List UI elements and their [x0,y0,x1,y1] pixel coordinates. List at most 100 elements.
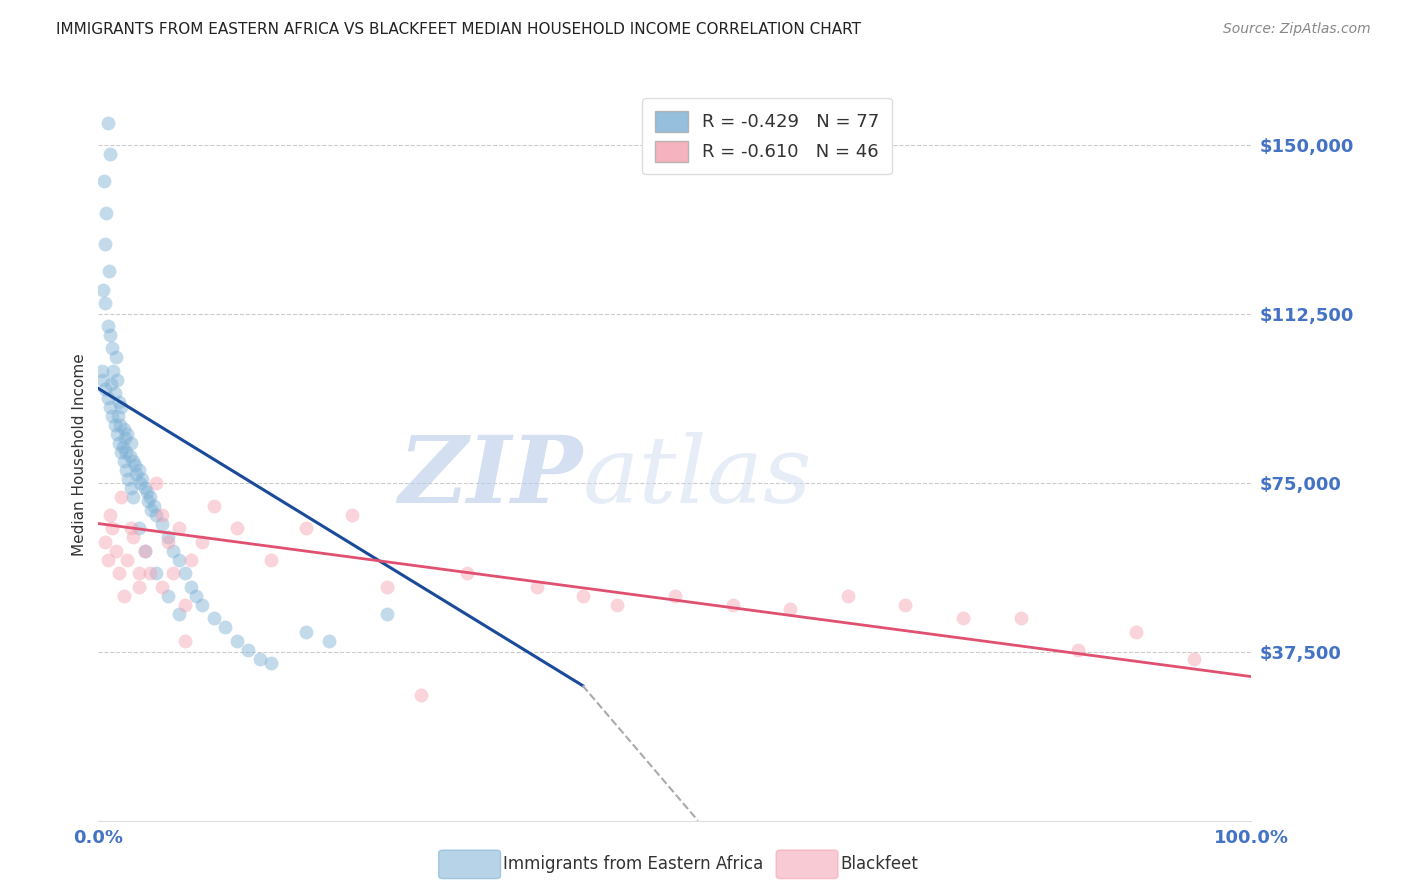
Point [131,471,153,485]
Point [295,624,318,639]
Point [156,534,179,549]
Point [128,521,150,535]
Point [122,490,145,504]
Point [1067,642,1090,657]
Point [120,521,142,535]
Point [202,499,225,513]
Text: ZIP: ZIP [398,432,582,522]
Point [94,237,117,252]
Point [103,363,125,377]
Point [238,642,260,657]
Point [162,566,184,580]
Point [136,494,159,508]
Point [837,589,859,603]
Point [114,431,136,445]
Point [318,633,340,648]
Point [96,206,118,220]
Point [571,589,593,603]
Point [191,534,214,549]
Point [97,552,120,566]
Text: atlas: atlas [582,432,813,522]
Point [122,453,145,467]
Point [260,656,283,670]
Point [135,485,157,500]
Point [110,490,132,504]
Point [202,611,225,625]
Y-axis label: Median Household Income: Median Household Income [72,353,87,557]
Point [122,530,145,544]
Point [191,598,214,612]
Point [145,566,167,580]
Point [93,174,115,188]
Point [134,543,156,558]
Point [104,350,127,364]
Point [129,476,152,491]
Point [150,508,173,522]
Point [141,503,163,517]
Point [214,620,236,634]
Point [721,598,744,612]
Point [225,521,247,535]
Point [139,490,162,504]
Point [117,426,139,441]
Point [125,467,148,481]
Point [295,521,318,535]
Point [340,508,363,522]
Point [110,417,132,432]
Point [98,508,121,522]
Point [98,147,121,161]
Point [91,372,114,386]
Point [97,264,120,278]
Point [779,602,801,616]
Point [110,400,132,414]
Point [180,552,202,566]
Point [115,444,138,458]
Point [167,607,190,621]
Point [115,462,138,476]
Point [120,435,142,450]
Point [456,566,478,580]
Point [128,462,150,476]
Point [105,426,128,441]
Point [103,417,125,432]
Point [606,598,628,612]
Point [167,552,190,566]
Point [97,391,120,405]
Point [124,458,146,472]
Point [162,543,184,558]
Point [150,580,173,594]
Point [952,611,974,625]
Text: Source: ZipAtlas.com: Source: ZipAtlas.com [1223,22,1371,37]
Point [101,409,124,423]
Point [128,580,150,594]
Point [94,382,117,396]
Text: IMMIGRANTS FROM EASTERN AFRICA VS BLACKFEET MEDIAN HOUSEHOLD INCOME CORRELATION : IMMIGRANTS FROM EASTERN AFRICA VS BLACKF… [56,22,862,37]
Point [145,508,167,522]
Point [117,471,139,485]
Point [145,476,167,491]
Point [156,530,179,544]
Point [150,516,173,531]
Point [174,633,197,648]
Point [108,566,131,580]
Point [94,534,117,549]
Point [118,449,141,463]
Point [112,589,135,603]
Point [98,400,121,414]
Point [375,607,398,621]
Point [91,283,114,297]
Point [98,327,121,342]
Point [249,651,271,665]
Point [97,116,120,130]
Point [108,435,131,450]
Point [186,589,208,603]
Text: Blackfeet: Blackfeet [841,855,918,873]
Point [664,589,686,603]
Point [97,318,120,333]
Point [101,341,124,355]
Point [112,453,135,467]
Point [1182,651,1205,665]
Point [526,580,548,594]
Point [167,521,190,535]
Point [142,499,165,513]
